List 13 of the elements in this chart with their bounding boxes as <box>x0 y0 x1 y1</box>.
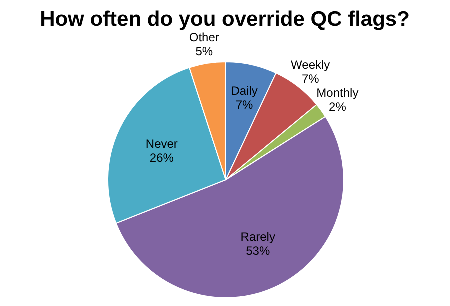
data-label: 7% <box>302 72 320 86</box>
data-label: 5% <box>196 44 214 59</box>
slice-label: Weekly <box>291 58 330 72</box>
data-label: 7% <box>236 98 254 112</box>
slice-label: Monthly <box>316 86 359 100</box>
data-label: 2% <box>329 100 347 114</box>
slice-label: Rarely <box>240 230 276 244</box>
data-label: 53% <box>246 244 270 258</box>
slice-label: Other <box>189 30 220 45</box>
slice-label: Never <box>146 136 178 151</box>
data-label: 26% <box>150 150 174 165</box>
chart-title: How often do you override QC flags? <box>40 8 410 31</box>
slice-label: Daily <box>231 84 258 98</box>
